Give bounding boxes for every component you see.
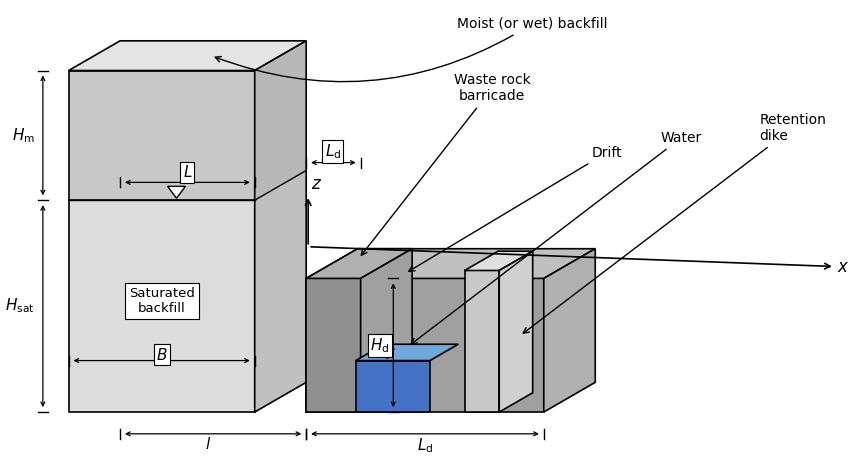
Text: $B$: $B$ — [156, 346, 168, 363]
Polygon shape — [255, 41, 306, 200]
Text: Water: Water — [411, 131, 702, 344]
Polygon shape — [68, 200, 255, 412]
Polygon shape — [306, 249, 595, 279]
Text: Saturated
backfill: Saturated backfill — [128, 287, 194, 315]
Polygon shape — [465, 270, 499, 412]
Polygon shape — [360, 249, 412, 412]
Polygon shape — [465, 251, 532, 270]
Polygon shape — [356, 360, 430, 412]
Polygon shape — [306, 249, 412, 279]
Polygon shape — [255, 170, 306, 412]
Text: $L_{\rm d}$: $L_{\rm d}$ — [324, 142, 341, 161]
Text: $L_{\rm d}$: $L_{\rm d}$ — [417, 436, 433, 455]
Polygon shape — [499, 251, 532, 412]
Text: Moist (or wet) backfill: Moist (or wet) backfill — [215, 17, 607, 82]
Polygon shape — [68, 71, 255, 200]
Text: Drift: Drift — [409, 146, 622, 271]
Text: Waste rock
barricade: Waste rock barricade — [361, 73, 531, 255]
Polygon shape — [306, 279, 360, 412]
Polygon shape — [168, 186, 186, 198]
Polygon shape — [356, 344, 458, 360]
Polygon shape — [306, 279, 544, 412]
Text: $H_{\rm m}$: $H_{\rm m}$ — [12, 126, 35, 145]
Polygon shape — [68, 41, 306, 71]
Text: $H_{\rm d}$: $H_{\rm d}$ — [370, 336, 389, 355]
Text: $l$: $l$ — [205, 436, 211, 452]
Text: $L$: $L$ — [182, 164, 193, 180]
Polygon shape — [544, 249, 595, 412]
Text: $x$: $x$ — [837, 257, 849, 275]
Text: $H_{\rm sat}$: $H_{\rm sat}$ — [5, 297, 35, 316]
Polygon shape — [380, 349, 395, 359]
Text: Retention
dike: Retention dike — [523, 113, 826, 333]
Text: $z$: $z$ — [311, 175, 322, 193]
